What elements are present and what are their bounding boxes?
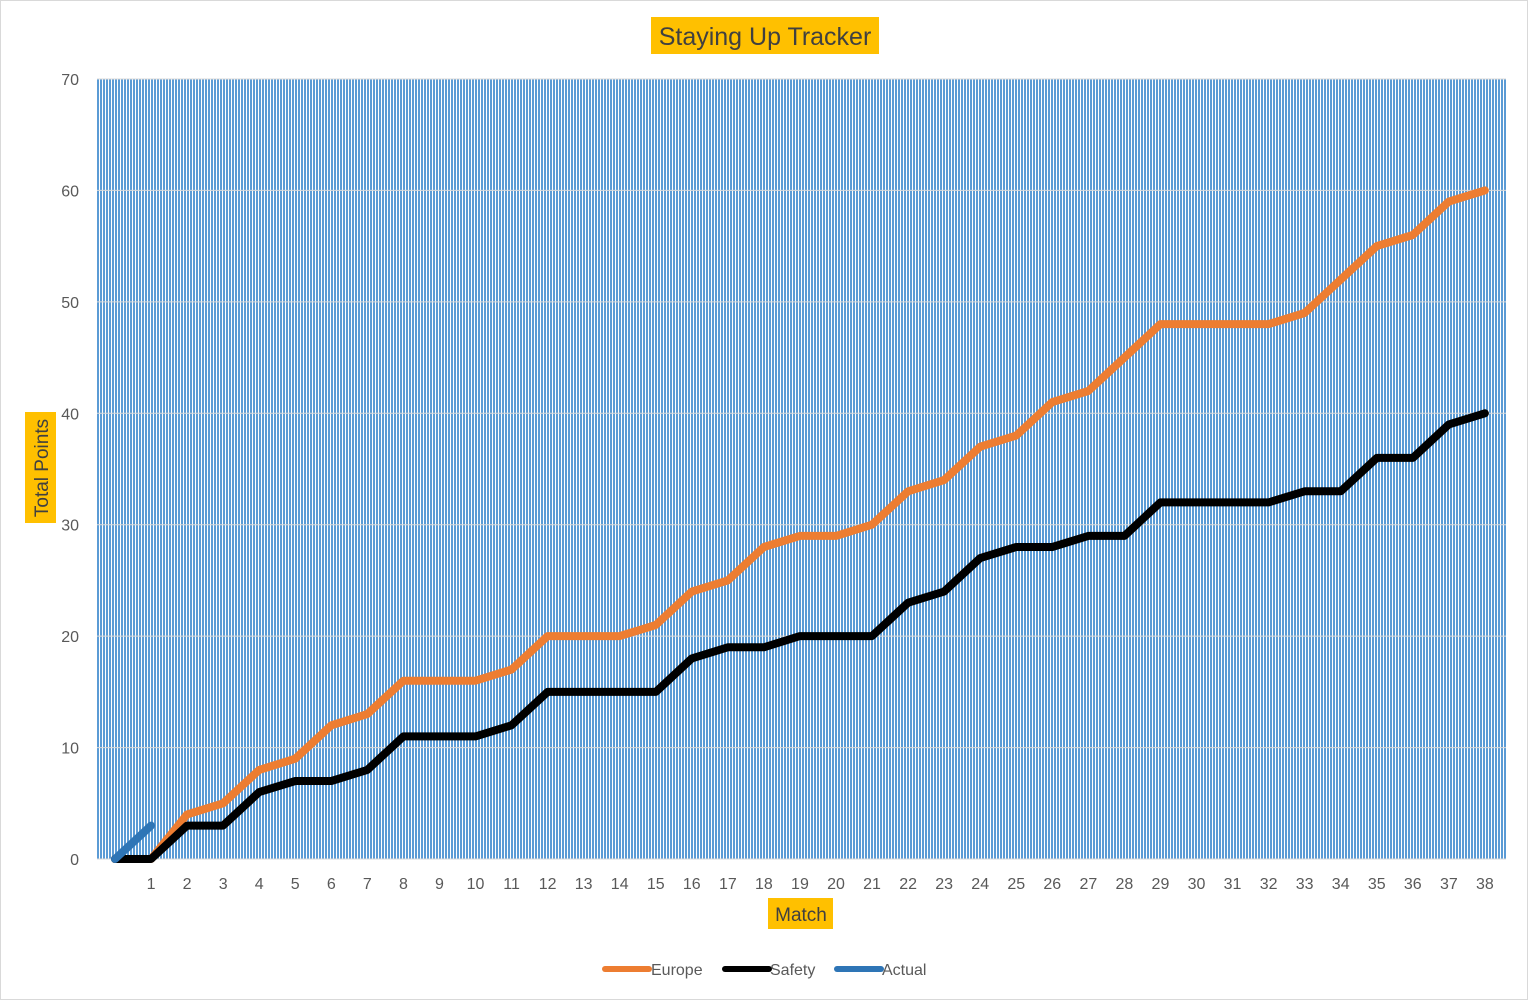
x-tick-label: 19	[791, 876, 809, 893]
y-axis-title-highlight	[25, 412, 56, 523]
x-tick-label: 12	[539, 876, 557, 893]
y-tick-label: 0	[70, 852, 79, 869]
x-tick-label: 11	[503, 876, 520, 893]
series-line-safety	[111, 409, 1489, 863]
x-tick-label: 15	[647, 876, 665, 893]
legend-label-safety: Safety	[770, 962, 815, 979]
series-lines	[111, 186, 1489, 863]
x-tick-label: 23	[935, 876, 953, 893]
x-tick-label: 14	[611, 876, 629, 893]
x-tick-label: 8	[399, 876, 408, 893]
x-tick-label: 13	[575, 876, 593, 893]
y-tick-label: 70	[61, 72, 79, 89]
x-tick-label: 27	[1079, 876, 1097, 893]
y-tick-label: 60	[61, 183, 79, 200]
x-tick-label: 17	[719, 876, 737, 893]
x-tick-label: 20	[827, 876, 845, 893]
y-tick-labels: 0 10 20 30 40 50 60 70	[61, 72, 79, 869]
x-tick-label: 29	[1152, 876, 1170, 893]
x-tick-label: 4	[255, 876, 264, 893]
y-tick-label: 30	[61, 518, 79, 535]
x-tick-label: 6	[327, 876, 336, 893]
x-tick-label: 35	[1368, 876, 1386, 893]
x-axis-title: Match	[775, 905, 827, 926]
y-tick-label: 20	[61, 629, 79, 646]
x-tick-label: 7	[363, 876, 372, 893]
legend: Europe Safety Actual	[602, 962, 926, 979]
x-tick-label: 24	[971, 876, 989, 893]
x-tick-label: 32	[1260, 876, 1278, 893]
x-tick-label: 1	[147, 876, 156, 893]
x-tick-label: 38	[1476, 876, 1494, 893]
x-tick-label: 10	[467, 876, 485, 893]
x-tick-label: 21	[863, 876, 881, 893]
x-tick-labels: 1 2 3 4 5 6 7 8 9 10 11 12 13 14 15 16 17 18 19 20 21 22 23 24 2…	[147, 876, 1494, 893]
chart-title: Staying Up Tracker	[659, 23, 872, 51]
x-tick-label: 5	[291, 876, 300, 893]
x-axis-title-highlight	[768, 898, 833, 929]
legend-label-europe: Europe	[651, 962, 703, 979]
x-tick-label: 22	[899, 876, 917, 893]
y-tick-label: 50	[61, 295, 79, 312]
x-tick-label: 36	[1404, 876, 1422, 893]
x-tick-label: 16	[683, 876, 701, 893]
x-tick-label: 28	[1116, 876, 1134, 893]
legend-label-actual: Actual	[882, 962, 926, 979]
y-tick-label: 40	[61, 406, 79, 423]
chart-title-highlight	[651, 17, 879, 54]
x-tick-label: 3	[219, 876, 228, 893]
x-tick-label: 2	[183, 876, 192, 893]
x-tick-label: 37	[1440, 876, 1458, 893]
series-line-actual	[111, 821, 156, 863]
series-line-europe	[111, 186, 1489, 863]
y-axis-title: Total Points	[32, 419, 53, 517]
x-tick-label: 26	[1043, 876, 1061, 893]
x-tick-label: 33	[1296, 876, 1314, 893]
y-tick-label: 10	[61, 741, 79, 758]
x-tick-label: 25	[1007, 876, 1025, 893]
x-tick-label: 34	[1332, 876, 1350, 893]
x-tick-label: 31	[1224, 876, 1242, 893]
x-tick-label: 9	[435, 876, 444, 893]
x-tick-label: 30	[1188, 876, 1206, 893]
x-tick-label: 18	[755, 876, 773, 893]
